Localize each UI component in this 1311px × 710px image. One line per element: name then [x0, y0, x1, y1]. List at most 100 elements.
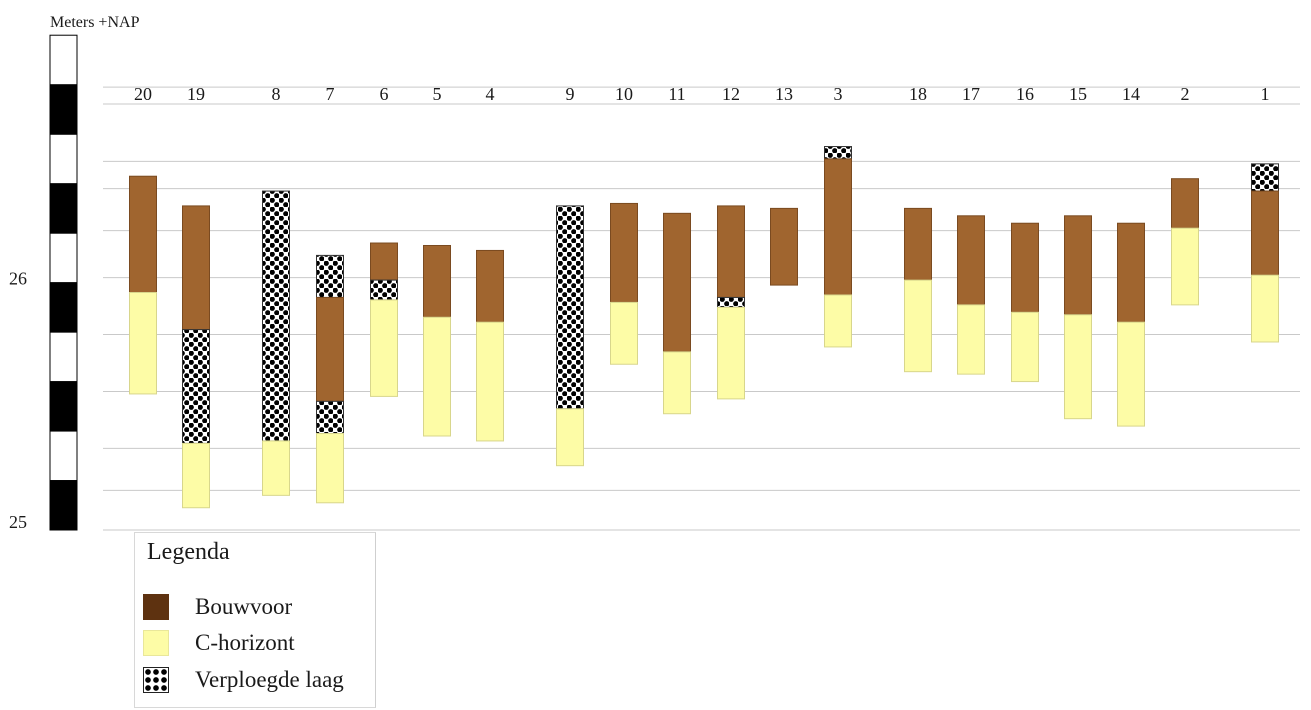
- layer-verploegde-laag: [717, 296, 745, 308]
- layer-c-horizont: [182, 442, 210, 509]
- layer-bouwvoor: [129, 175, 157, 293]
- layer-c-horizont: [316, 433, 344, 504]
- profile-label: 5: [433, 84, 442, 104]
- layer-bouwvoor: [1117, 222, 1145, 323]
- profile-14: [1117, 222, 1145, 427]
- profile-label: 14: [1122, 84, 1140, 104]
- profile-9: [556, 205, 584, 467]
- layer-bouwvoor: [663, 212, 691, 353]
- y-tick-label: 26: [9, 269, 27, 289]
- layer-c-horizont: [476, 321, 504, 442]
- layer-c-horizont: [556, 408, 584, 467]
- profile-label: 4: [486, 84, 495, 104]
- profile-16: [1011, 222, 1039, 383]
- legend-label-bouwvoor: Bouwvoor: [195, 594, 293, 619]
- layer-verploegde-laag: [556, 205, 584, 410]
- profile-18: [904, 207, 932, 373]
- profile-label: 3: [834, 84, 843, 104]
- scale-bar-segment: [49, 183, 78, 234]
- profile-7: [316, 254, 344, 504]
- profile-label: 2: [1181, 84, 1190, 104]
- y-tick-labels: 26 25: [9, 269, 27, 532]
- layer-bouwvoor: [824, 158, 852, 296]
- layer-c-horizont: [957, 304, 985, 375]
- profile-label: 12: [722, 84, 740, 104]
- scale-bar-segment: [49, 133, 78, 185]
- layer-c-horizont: [1251, 274, 1279, 343]
- layer-verploegde-laag: [316, 400, 344, 435]
- layer-c-horizont: [1064, 314, 1092, 420]
- profile-label: 7: [326, 84, 335, 104]
- layer-bouwvoor: [770, 207, 798, 286]
- profile-label: 17: [962, 84, 980, 104]
- layer-c-horizont: [824, 294, 852, 348]
- scale-bar: [49, 34, 78, 531]
- layer-c-horizont: [904, 279, 932, 373]
- layer-c-horizont: [129, 292, 157, 395]
- layer-c-horizont: [1171, 227, 1199, 306]
- legend-title: Legenda: [147, 539, 230, 565]
- layer-bouwvoor: [182, 205, 210, 331]
- y-tick-label: 25: [9, 512, 27, 532]
- scale-bar-segment: [49, 430, 78, 482]
- layer-bouwvoor: [423, 244, 451, 318]
- legend-item-c-horizont: C-horizont: [143, 629, 295, 657]
- legend-label-c-horizont: C-horizont: [195, 630, 295, 655]
- legend-item-bouwvoor: Bouwvoor: [143, 593, 292, 621]
- layer-bouwvoor: [957, 215, 985, 306]
- layer-bouwvoor: [1251, 190, 1279, 276]
- layer-bouwvoor: [610, 202, 638, 303]
- scale-bar-segment: [49, 381, 78, 432]
- layer-bouwvoor: [370, 242, 398, 281]
- profile-13: [770, 207, 798, 286]
- legend-item-verploegde-laag: Verploegde laag: [143, 666, 344, 694]
- profile-10: [610, 202, 638, 365]
- profile-5: [423, 244, 451, 437]
- layer-verploegde-laag: [182, 329, 210, 444]
- profile-1: [1251, 163, 1279, 343]
- layer-bouwvoor: [1171, 178, 1199, 229]
- layer-bouwvoor: [316, 296, 344, 402]
- layer-bouwvoor: [904, 207, 932, 281]
- scale-bar-segment: [49, 282, 78, 333]
- gridlines: [103, 86, 1300, 531]
- layer-c-horizont: [1011, 311, 1039, 383]
- profile-label: 9: [566, 84, 575, 104]
- profile-17: [957, 215, 985, 375]
- profile-label: 6: [380, 84, 389, 104]
- profile-20: [129, 175, 157, 395]
- profile-label: 10: [615, 84, 633, 104]
- profile-4: [476, 249, 504, 442]
- scale-bar-segment: [49, 480, 78, 531]
- profile-8: [262, 190, 290, 496]
- profile-label: 11: [668, 84, 685, 104]
- layer-verploegde-laag: [1251, 163, 1279, 192]
- layer-c-horizont: [423, 316, 451, 437]
- profile-labels: 20 19 8 7 6 5 4 9 10 11 12 13 3 18 17 16 15 14 2 1: [134, 84, 1270, 104]
- profile-19: [182, 205, 210, 509]
- layer-c-horizont: [610, 301, 638, 365]
- profile-label: 16: [1016, 84, 1034, 104]
- layer-verploegde-laag: [824, 146, 852, 160]
- layer-verploegde-laag: [262, 190, 290, 442]
- legend-label-verploegde-laag: Verploegde laag: [195, 667, 344, 692]
- profile-label: 20: [134, 84, 152, 104]
- profile-label: 19: [187, 84, 205, 104]
- profile-label: 18: [909, 84, 927, 104]
- scale-bar-segment: [49, 331, 78, 383]
- layer-bouwvoor: [476, 249, 504, 323]
- legend-swatch-verploegde-laag: [143, 667, 169, 693]
- profile-3: [824, 146, 852, 348]
- layer-verploegde-laag: [370, 279, 398, 301]
- profile-12: [717, 205, 745, 400]
- profile-label: 15: [1069, 84, 1087, 104]
- profile-11: [663, 212, 691, 415]
- layer-c-horizont: [663, 351, 691, 415]
- profile-label: 8: [272, 84, 281, 104]
- layer-bouwvoor: [1011, 222, 1039, 313]
- legend-swatch-bouwvoor: [143, 594, 169, 620]
- layer-c-horizont: [1117, 321, 1145, 427]
- layer-bouwvoor: [717, 205, 745, 298]
- layer-c-horizont: [370, 299, 398, 397]
